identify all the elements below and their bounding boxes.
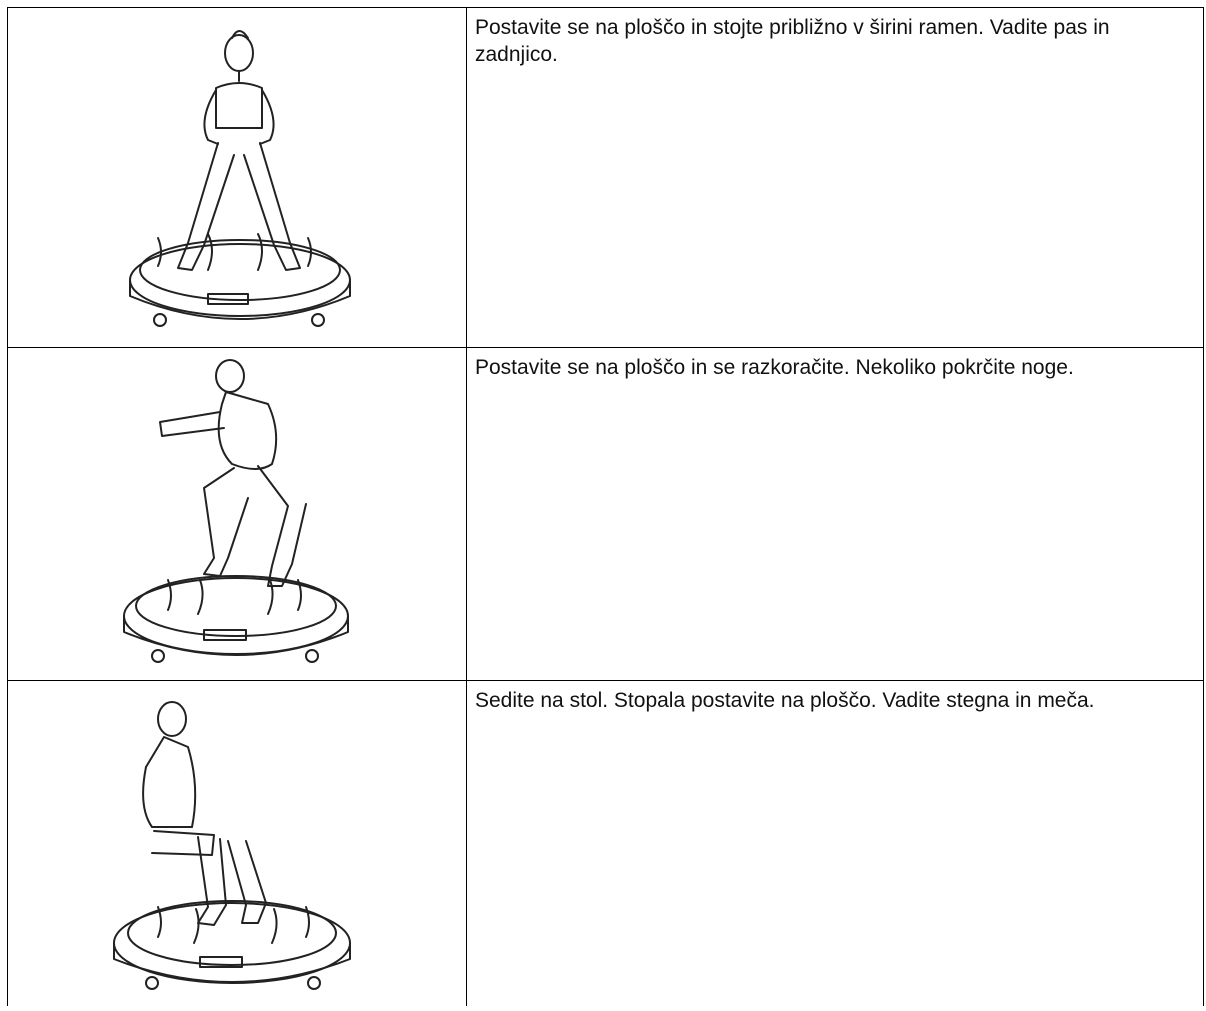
squat-illustration <box>123 359 349 663</box>
exercise-table: Postavite se na ploščo in stojte približ… <box>7 7 1206 1006</box>
illustration-cell <box>8 348 467 681</box>
illustration-cell <box>8 8 467 348</box>
instruction-text: Postavite se na ploščo in se razkoračite… <box>475 356 1074 379</box>
instruction-text: Postavite se na ploščo in stojte približ… <box>475 16 1110 66</box>
standing-illustration <box>129 30 351 327</box>
table-row: Postavite se na ploščo in se razkoračite… <box>7 347 1204 681</box>
illustration-cell <box>8 681 467 1006</box>
seated-illustration <box>113 701 351 990</box>
table-row: Sedite na stol. Stopala postavite na plo… <box>7 680 1204 1006</box>
instruction-text: Sedite na stol. Stopala postavite na plo… <box>475 689 1095 712</box>
table-row: Postavite se na ploščo in stojte približ… <box>7 7 1204 348</box>
